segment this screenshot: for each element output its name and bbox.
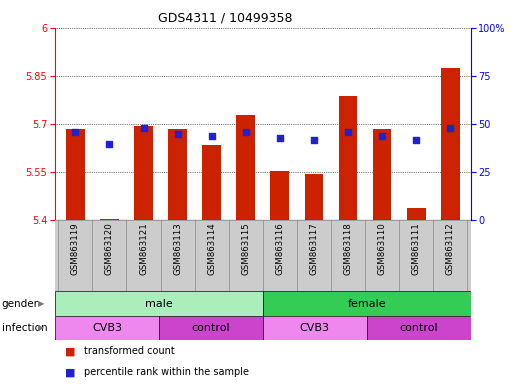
Text: GSM863117: GSM863117 (310, 223, 319, 275)
Text: GSM863113: GSM863113 (173, 223, 182, 275)
Bar (263, 291, 471, 316)
Point (446, 125, 454, 131)
Text: GSM863121: GSM863121 (139, 223, 148, 275)
Text: ▶: ▶ (38, 323, 44, 332)
Text: percentile rank within the sample: percentile rank within the sample (84, 367, 248, 377)
Point (208, 133, 216, 139)
Text: gender: gender (2, 298, 39, 309)
Text: ■: ■ (65, 367, 76, 377)
Bar (338, 96, 357, 220)
Text: ▶: ▶ (38, 299, 44, 308)
Text: infection: infection (2, 323, 47, 333)
Point (174, 131, 182, 137)
Bar (441, 68, 460, 220)
Bar (367, 316, 471, 340)
Bar (168, 129, 187, 220)
Bar (373, 129, 391, 220)
Text: GSM863119: GSM863119 (71, 223, 80, 275)
Point (105, 141, 113, 147)
Text: control: control (400, 323, 438, 333)
Point (139, 125, 147, 131)
Text: GSM863111: GSM863111 (412, 223, 420, 275)
Text: GSM863116: GSM863116 (275, 223, 285, 275)
Bar (55, 291, 263, 316)
Point (242, 129, 250, 135)
Bar (134, 126, 153, 220)
Bar (55, 316, 159, 340)
Text: GSM863120: GSM863120 (105, 223, 114, 275)
Text: GSM863110: GSM863110 (378, 223, 386, 275)
Text: GSM863112: GSM863112 (446, 223, 455, 275)
Bar (202, 145, 221, 220)
Text: control: control (191, 323, 230, 333)
Bar (66, 129, 85, 220)
Text: CVB3: CVB3 (300, 323, 330, 333)
Bar (407, 208, 426, 220)
Bar (159, 316, 263, 340)
Bar (236, 115, 255, 220)
Bar (270, 171, 289, 220)
Bar (263, 316, 367, 340)
Text: GSM863115: GSM863115 (241, 223, 251, 275)
Bar (100, 219, 119, 220)
Bar (304, 174, 323, 220)
Text: female: female (347, 298, 386, 309)
Text: CVB3: CVB3 (92, 323, 122, 333)
Text: transformed count: transformed count (84, 346, 175, 356)
Text: GSM863118: GSM863118 (344, 223, 353, 275)
Point (378, 133, 386, 139)
Point (412, 137, 420, 143)
Point (310, 137, 318, 143)
Text: GSM863114: GSM863114 (207, 223, 216, 275)
Text: ■: ■ (65, 346, 76, 356)
Point (71, 129, 79, 135)
Point (344, 129, 352, 135)
Text: GDS4311 / 10499358: GDS4311 / 10499358 (157, 12, 292, 25)
Text: male: male (145, 298, 173, 309)
Point (276, 135, 284, 141)
